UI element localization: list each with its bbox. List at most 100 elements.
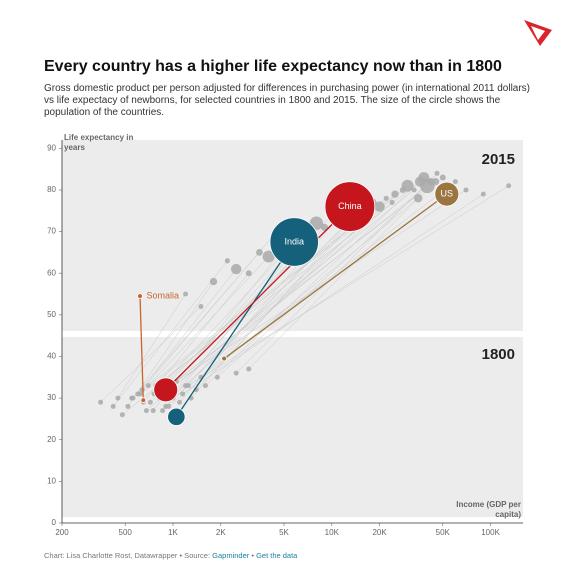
- credit: Chart: Lisa Charlotte Rost, Datawrapper …: [44, 551, 211, 560]
- point-2015: [245, 270, 252, 277]
- point-2015: [413, 194, 423, 203]
- connector: [137, 268, 237, 395]
- series-point: [137, 293, 143, 300]
- series-line: [223, 193, 448, 360]
- series-point: [167, 407, 186, 426]
- point-1800: [145, 383, 151, 389]
- connector: [159, 185, 428, 399]
- series-point: [324, 181, 376, 232]
- point-2015: [383, 195, 389, 201]
- point-1800: [125, 403, 131, 409]
- connector: [217, 181, 431, 378]
- point-1800: [130, 395, 136, 401]
- x-tick-label: 10K: [325, 528, 340, 537]
- series-point: [153, 377, 179, 403]
- y-tick-label: 0: [52, 518, 57, 527]
- point-1800: [185, 383, 191, 389]
- connector: [248, 198, 419, 370]
- point-1800: [119, 412, 125, 418]
- x-tick-label: 2K: [216, 528, 226, 537]
- point-2015: [463, 187, 469, 193]
- point-2015: [452, 179, 458, 185]
- point-1800: [180, 391, 186, 397]
- series-label: Somalia: [147, 290, 180, 300]
- panel-1800: [62, 337, 523, 517]
- series-label: US: [441, 188, 454, 198]
- point-2015: [198, 304, 204, 310]
- point-1800: [246, 366, 252, 372]
- point-2015: [256, 249, 263, 256]
- series-label: China: [338, 201, 362, 211]
- point-2015: [262, 250, 275, 263]
- y-tick-label: 10: [47, 476, 56, 485]
- source-link[interactable]: Gapminder: [212, 551, 250, 560]
- logo: [524, 20, 552, 46]
- connector: [127, 281, 214, 407]
- point-2015: [224, 258, 230, 264]
- point-1800: [137, 391, 143, 397]
- point-1800: [233, 370, 239, 376]
- connector: [205, 177, 425, 386]
- point-1800: [115, 395, 121, 401]
- point-2015: [506, 183, 512, 189]
- x-tick-label: 500: [119, 528, 133, 537]
- point-2015: [374, 201, 385, 212]
- x-tick-label: 100K: [481, 528, 500, 537]
- separator: •: [251, 551, 254, 560]
- point-2015: [418, 172, 430, 183]
- annotation: 1800: [482, 346, 515, 363]
- series-point: [269, 217, 319, 267]
- point-1800: [177, 399, 183, 405]
- point-2015: [230, 263, 242, 275]
- point-1800: [160, 408, 166, 414]
- point-2015: [434, 170, 440, 176]
- footer: Chart: Lisa Charlotte Rost, Datawrapper …: [44, 551, 297, 560]
- series-line: [165, 206, 351, 391]
- x-tick-label: 1K: [168, 528, 178, 537]
- connector: [142, 231, 277, 390]
- annotation: 2015: [482, 151, 515, 168]
- y-tick-label: 60: [47, 268, 56, 277]
- connector: [185, 214, 356, 386]
- y-tick-label: 90: [47, 143, 56, 152]
- point-1800: [214, 374, 220, 380]
- chart-subtitle: Gross domestic product per person adjust…: [44, 83, 531, 118]
- series-label: India: [284, 236, 304, 246]
- series-line: [175, 241, 295, 418]
- y-tick-label: 50: [47, 310, 56, 319]
- point-1800: [98, 399, 104, 405]
- x-tick-label: 200: [55, 528, 69, 537]
- point-1800: [202, 383, 208, 389]
- point-2015: [209, 277, 218, 286]
- point-2015: [427, 177, 435, 186]
- point-2015: [183, 291, 189, 297]
- point-1800: [147, 399, 153, 405]
- series-point: [140, 397, 147, 404]
- point-2015: [439, 174, 446, 181]
- connector: [182, 193, 484, 395]
- point-2015: [480, 191, 486, 197]
- x-axis-label: Income (GDP per capita): [456, 500, 521, 519]
- connector: [164, 181, 436, 390]
- connector: [188, 185, 509, 386]
- point-1800: [143, 408, 149, 414]
- connector: [170, 202, 393, 399]
- connector: [112, 260, 228, 407]
- connector: [157, 239, 297, 390]
- point-1800: [139, 387, 145, 393]
- connector: [176, 189, 467, 382]
- point-2015: [411, 187, 417, 193]
- connector: [100, 306, 202, 403]
- data-link[interactable]: Get the data: [256, 551, 298, 560]
- point-2015: [389, 199, 395, 205]
- connector: [148, 256, 269, 386]
- point-1800: [110, 403, 116, 409]
- series-point: [221, 355, 228, 362]
- point-2015: [391, 190, 399, 198]
- point-2015: [401, 179, 414, 192]
- x-tick-label: 20K: [372, 528, 387, 537]
- chart-title: Every country has a higher life expectan…: [44, 58, 502, 75]
- y-tick-label: 40: [47, 352, 56, 361]
